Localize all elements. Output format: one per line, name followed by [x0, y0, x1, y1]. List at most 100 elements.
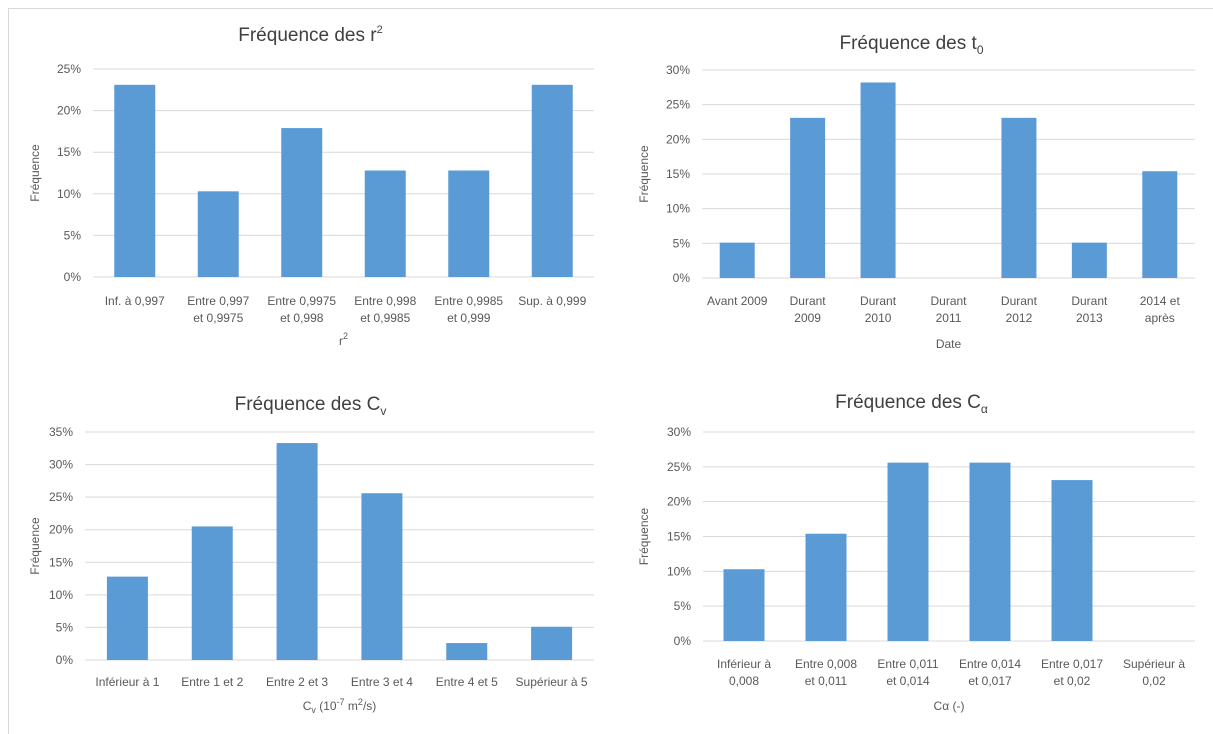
- y-tick-label: 25%: [667, 460, 691, 474]
- x-category-label: Durant 2011: [930, 294, 967, 325]
- x-category-label: Supérieur à 5: [516, 675, 588, 689]
- y-tick-label: 20%: [57, 104, 81, 118]
- y-tick-label: 0%: [64, 270, 82, 284]
- y-tick-label: 15%: [49, 555, 73, 569]
- y-tick-label: 30%: [49, 458, 73, 472]
- x-category-label: Inférieur à 1: [95, 675, 159, 689]
- y-tick-label: 20%: [666, 132, 690, 146]
- bar: [448, 170, 490, 277]
- y-tick-label: 25%: [49, 490, 73, 504]
- y-tick-label: 5%: [64, 228, 82, 242]
- y-tick-label: 10%: [57, 187, 81, 201]
- bar: [719, 242, 755, 278]
- bar: [1071, 242, 1107, 278]
- bar: [723, 569, 765, 641]
- bar: [197, 191, 239, 277]
- bar: [860, 82, 896, 278]
- x-category-label: Inférieur à 0,008: [717, 657, 771, 688]
- x-category-label: Durant 2012: [1001, 294, 1038, 325]
- bar: [276, 443, 318, 660]
- x-category-label: Durant 2013: [1071, 294, 1108, 325]
- chart-r2: 0% 5% 10% 15% 20% 25% Inf. à 0,997 Entre 0,997 e…: [28, 24, 594, 348]
- gridlines: [703, 431, 1195, 642]
- y-tick-label: 20%: [667, 495, 691, 509]
- y-tick-label: 0%: [674, 634, 692, 648]
- bar: [361, 493, 403, 660]
- chart-calpha: 0% 5% 10% 15% 20% 25% 30% Inférieur à 0,008 Entre…: [637, 392, 1195, 713]
- y-tick-label: 15%: [667, 530, 691, 544]
- bar: [1001, 117, 1037, 278]
- x-category-label: Inf. à 0,997: [105, 294, 165, 308]
- chart-panel-calpha: 0% 5% 10% 15% 20% 25% 30% Inférieur à 0,008 Entre…: [610, 371, 1213, 734]
- bar: [1051, 480, 1093, 641]
- chart-title: Fréquence des Cv: [235, 394, 387, 418]
- bar: [364, 170, 406, 277]
- y-tick-label: 10%: [666, 202, 690, 216]
- y-tick-label: 5%: [56, 620, 74, 634]
- x-axis-label: Date: [936, 337, 962, 351]
- y-tick-label: 5%: [673, 236, 691, 250]
- y-tick-label: 0%: [673, 271, 691, 285]
- y-tick-label: 30%: [666, 63, 690, 77]
- bar: [969, 462, 1011, 641]
- x-category-label: Entre 0,014 et 0,017: [959, 657, 1021, 688]
- chart-cv: 0% 5% 10% 15% 20% 25% 30% 35% Inférieur à 1 Entre…: [28, 394, 594, 715]
- x-category-label: Sup. à 0,999: [518, 294, 586, 308]
- bar: [281, 128, 323, 277]
- x-category-label: Avant 2009: [707, 294, 768, 308]
- gridlines: [702, 69, 1195, 279]
- y-axis-label: Fréquence: [637, 507, 651, 565]
- bar: [531, 626, 573, 660]
- chart-panel-t0: 0% 5% 10% 15% 20% 25% 30% Avant 2009 Durant 2009 D…: [610, 8, 1213, 372]
- x-category-label: Entre 0,9975 et 0,998: [267, 294, 336, 325]
- y-tick-label: 0%: [56, 653, 74, 667]
- y-tick-label: 20%: [49, 523, 73, 537]
- x-category-label: 2014 et après: [1140, 294, 1181, 325]
- bar: [1142, 171, 1178, 278]
- bar: [805, 533, 847, 641]
- x-axis-label: r2: [339, 331, 348, 348]
- x-category-label: Durant 2009: [790, 294, 827, 325]
- x-category-label: Entre 0,017 et 0,02: [1041, 657, 1103, 688]
- x-category-label: Entre 0,9985 et 0,999: [434, 294, 503, 325]
- chart-title: Fréquence des t0: [840, 33, 984, 57]
- bar: [790, 117, 826, 278]
- gridlines: [93, 68, 594, 278]
- x-category-label: Entre 0,008 et 0,011: [795, 657, 857, 688]
- y-tick-label: 10%: [49, 588, 73, 602]
- gridlines: [85, 431, 594, 661]
- x-category-label: Entre 4 et 5: [436, 675, 498, 689]
- y-tick-label: 15%: [57, 145, 81, 159]
- y-axis-label: Fréquence: [28, 144, 42, 202]
- x-category-label: Entre 0,011 et 0,014: [877, 657, 938, 688]
- x-category-label: Entre 2 et 3: [266, 675, 328, 689]
- chart-panel-cv: 0% 5% 10% 15% 20% 25% 30% 35% Inférieur à 1 Entre…: [8, 371, 611, 734]
- x-category-label: Entre 0,998 et 0,9985: [354, 294, 416, 325]
- x-axis-label: Cα (-): [934, 699, 965, 713]
- y-tick-label: 25%: [57, 62, 81, 76]
- y-axis-label: Fréquence: [637, 145, 651, 203]
- x-category-label: Supérieur à 0,02: [1123, 657, 1185, 688]
- y-tick-label: 10%: [667, 564, 691, 578]
- chart-title: Fréquence des Cα: [835, 392, 988, 416]
- y-tick-label: 15%: [666, 167, 690, 181]
- y-tick-label: 25%: [666, 98, 690, 112]
- bar: [106, 576, 148, 660]
- y-tick-label: 35%: [49, 425, 73, 439]
- x-category-label: Durant 2010: [860, 294, 897, 325]
- y-tick-label: 30%: [667, 425, 691, 439]
- chart-title: Fréquence des r2: [238, 24, 382, 46]
- bar: [446, 643, 488, 660]
- bar: [887, 462, 929, 641]
- x-category-label: Entre 1 et 2: [181, 675, 243, 689]
- y-tick-label: 5%: [674, 599, 692, 613]
- y-axis-label: Fréquence: [28, 517, 42, 575]
- chart-panel-r2: 0% 5% 10% 15% 20% 25% Inf. à 0,997 Entre 0,997 e…: [8, 8, 611, 372]
- bar: [531, 84, 573, 277]
- x-category-label: Entre 0,997 et 0,9975: [187, 294, 249, 325]
- x-axis-label: Cv (10-7 m2/s): [303, 697, 377, 715]
- bar: [114, 84, 156, 277]
- x-category-label: Entre 3 et 4: [351, 675, 413, 689]
- chart-t0: 0% 5% 10% 15% 20% 25% 30% Avant 2009 Durant 2009 D…: [637, 33, 1195, 351]
- bar: [191, 526, 233, 660]
